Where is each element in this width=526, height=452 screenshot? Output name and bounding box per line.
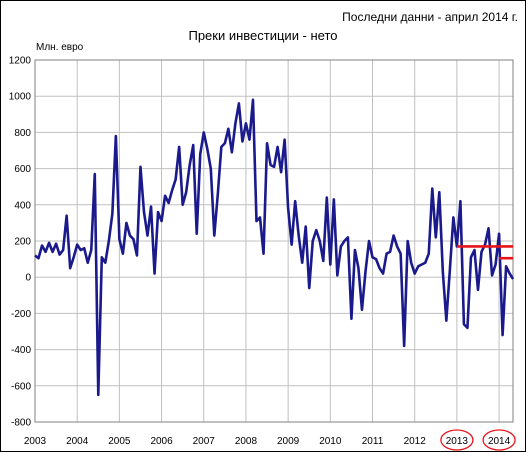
y-tick-label: -800 [11, 418, 31, 429]
chart-title: Преки инвестиции - нето [188, 28, 338, 43]
x-tick-label: 2008 [235, 436, 258, 447]
highlight-oval [482, 429, 516, 451]
reference-lines [456, 245, 513, 260]
highlight-oval [440, 429, 474, 451]
y-tick-label: 1000 [9, 92, 32, 103]
y-tick-label: -400 [11, 345, 31, 356]
x-tick-label: 2005 [108, 436, 131, 447]
x-tick-label: 2003 [24, 436, 47, 447]
x-tick-label: 2009 [277, 436, 300, 447]
y-tick-label: 600 [14, 164, 31, 175]
y-tick-label: -600 [11, 381, 31, 392]
y-tick-label: 1200 [9, 56, 32, 67]
series-line [34, 98, 515, 397]
x-tick-label: 2004 [66, 436, 89, 447]
x-axis-ticks: 2003 2004 2005 2006 2007 2008 2009 2010 2011 2012… [24, 436, 511, 447]
label-highlights [440, 429, 516, 451]
y-tick-label: 200 [14, 237, 31, 248]
plot-area [34, 59, 514, 423]
x-tick-label: 2007 [193, 436, 216, 447]
x-tick-label: 2006 [150, 436, 173, 447]
plot-border [34, 59, 514, 423]
y-tick-label: 400 [14, 200, 31, 211]
x-tick-label: 2014 [488, 436, 511, 447]
x-tick-label: 2012 [404, 436, 427, 447]
y-axis-unit: Млн. евро [36, 42, 84, 53]
x-tick-label: 2013 [446, 436, 469, 447]
y-tick-label: 0 [25, 273, 31, 284]
y-tick-label: 800 [14, 128, 31, 139]
y-tick-label: -200 [11, 309, 31, 320]
y-axis-ticks: -800 -600 -400 -200 0 200 400 600 800 1000 1200 [9, 56, 32, 429]
last-data-note: Последни данни - април 2014 г. [342, 10, 518, 24]
x-tick-label: 2010 [319, 436, 342, 447]
x-tick-label: 2011 [362, 436, 384, 447]
series-group [34, 98, 515, 397]
